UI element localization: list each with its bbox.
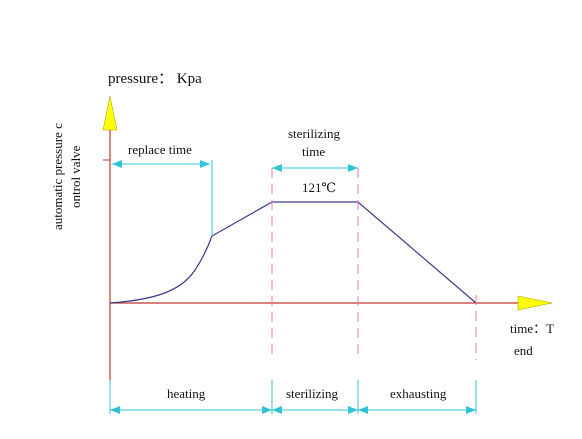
- replace-time-label: replace time: [128, 142, 192, 157]
- y-axis-arrow: [102, 95, 118, 131]
- sterilizing-time-label-line2: time: [302, 144, 325, 159]
- exhausting-arrow-right: [466, 406, 476, 414]
- x-axis-title: time：T: [510, 321, 554, 336]
- sterilizing-time-arrow-left: [272, 164, 282, 172]
- y-axis-title: pressure： Kpa: [108, 71, 202, 87]
- sterilizing-arrow-left: [272, 406, 282, 414]
- x-axis-end-label: end: [514, 343, 533, 358]
- pressure-curve: [109, 201, 477, 304]
- sterilizing-arrow-right: [348, 406, 358, 414]
- replace-time-arrow-right: [200, 160, 210, 168]
- exhausting-arrow-left: [358, 406, 368, 414]
- heating-arrow-left: [110, 406, 120, 414]
- sterilizing-time-arrow-right: [348, 164, 358, 172]
- side-label-line2: ontrol valve: [68, 145, 83, 208]
- temperature-label: 121℃: [302, 180, 336, 195]
- side-label-line1: automatic pressure c: [50, 123, 65, 230]
- phase-sterilizing-label: sterilizing: [286, 386, 338, 401]
- heating-arrow-right: [262, 406, 272, 414]
- phase-exhausting-label: exhausting: [390, 386, 447, 401]
- replace-time-arrow-left: [112, 160, 122, 168]
- x-axis-arrow: [517, 295, 553, 311]
- sterilizing-time-label-line1: sterilizing: [288, 126, 340, 141]
- phase-heating-label: heating: [167, 386, 206, 401]
